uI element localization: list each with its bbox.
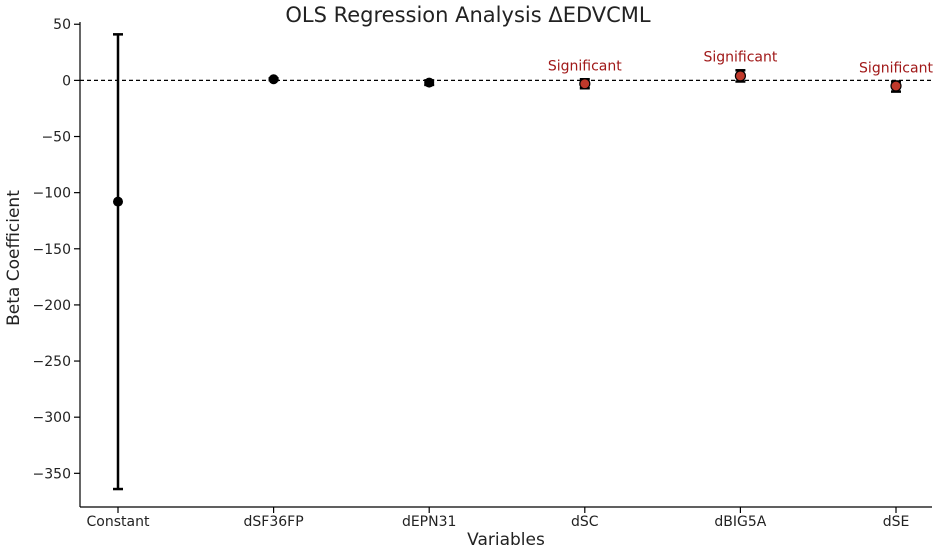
y-tick-label: −350 [33,466,71,482]
point-dsf36fp [268,74,279,85]
significant-label-dsc: Significant [548,58,622,74]
point-depn31 [424,77,435,88]
y-tick-label: 50 [53,17,71,33]
x-tick-label-constant: Constant [87,514,150,530]
x-axis-label: Variables [467,530,545,550]
y-tick-label: −100 [33,186,71,202]
y-tick-label: −150 [33,242,71,258]
point-dbig5a [734,70,747,82]
x-tick-label-depn31: dEPN31 [402,514,456,530]
x-tick-label-dsc: dSC [571,514,599,530]
x-tick-label-dsf36fp: dSF36FP [244,514,304,530]
y-tick-label: −300 [33,410,71,426]
y-tick-label: −200 [33,298,71,314]
y-tick-label: −50 [41,130,71,146]
point-dse [890,80,902,92]
x-tick-label-dbig5a: dBIG5A [714,514,766,530]
significant-label-dse: Significant [859,61,933,77]
point-dsc [579,78,591,90]
significant-label-dbig5a: Significant [703,49,777,65]
y-tick-label: 0 [62,73,71,89]
x-tick-label-dse: dSE [883,514,910,530]
plot-area: 50 0 −50 −100 −150 −200 −250 −300 −350 Constant dS… [33,17,934,530]
point-constant [113,196,123,207]
y-axis-label: Beta Coefficient [4,190,24,326]
y-tick-label: −250 [33,354,71,370]
chart-title: OLS Regression Analysis ΔEDVCML [285,3,651,27]
